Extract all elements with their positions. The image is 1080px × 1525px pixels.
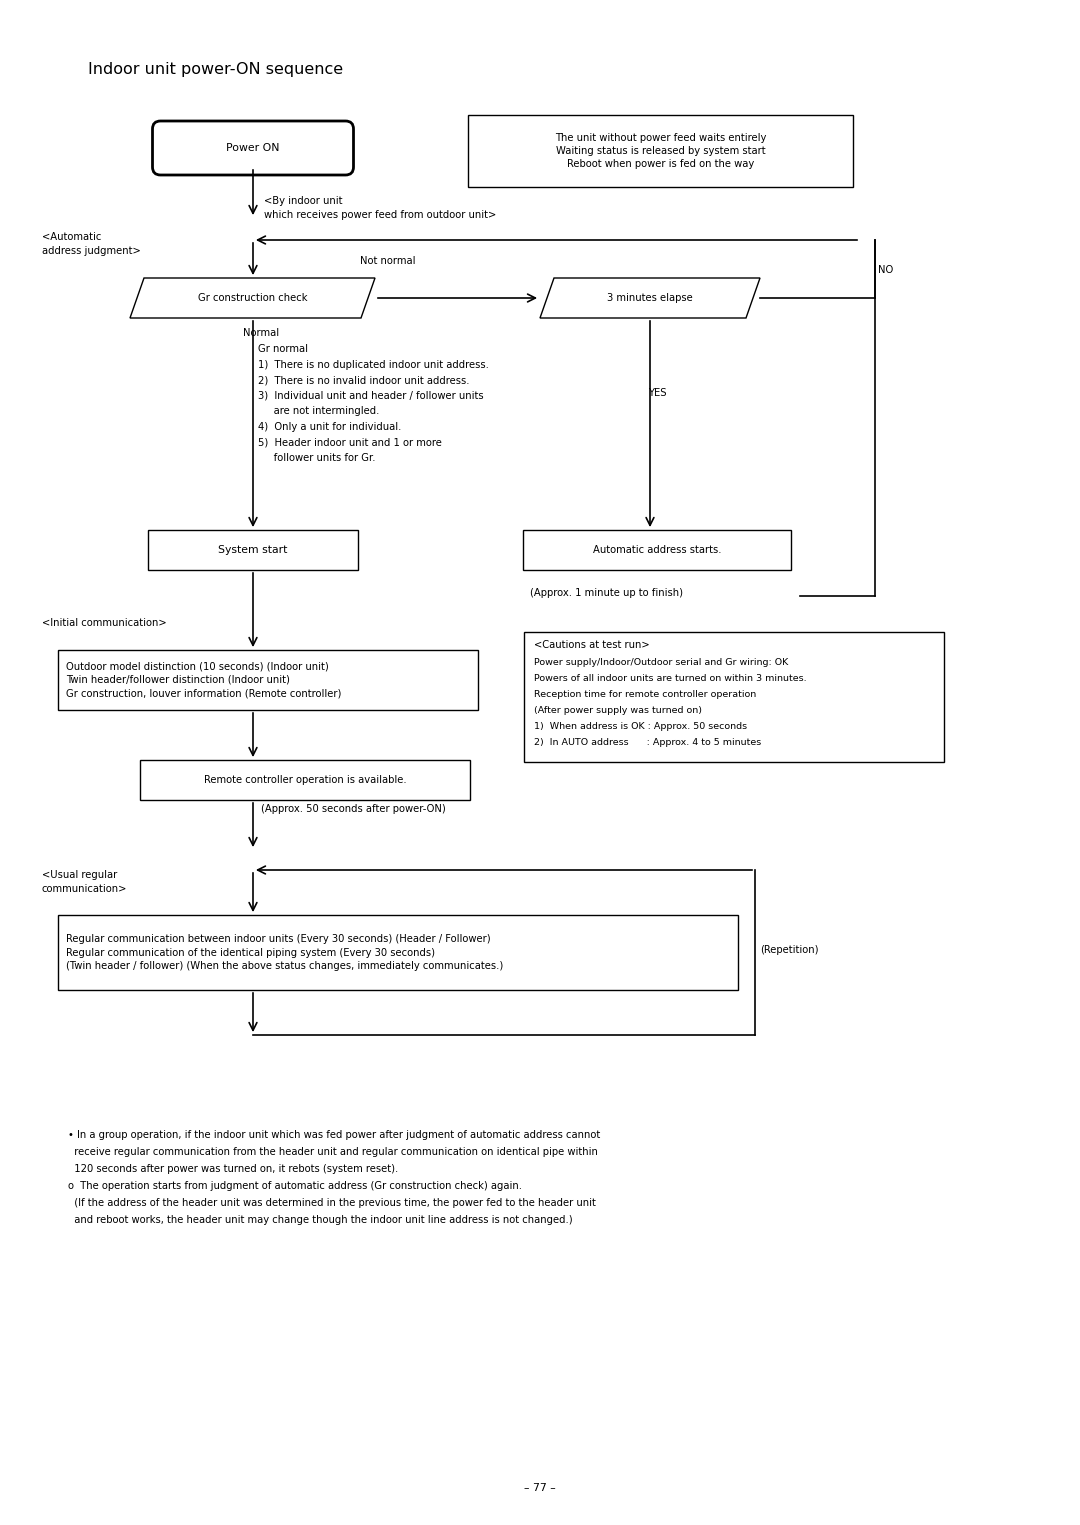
Bar	[58, 650, 478, 711]
Text: Power supply/Indoor/Outdoor serial and Gr wiring: OK: Power supply/Indoor/Outdoor serial and G…	[534, 657, 788, 666]
Text: (If the address of the header unit was determined in the previous time, the powe: (If the address of the header unit was d…	[68, 1199, 596, 1208]
Text: 2)  There is no invalid indoor unit address.: 2) There is no invalid indoor unit addre…	[258, 375, 470, 386]
Text: Powers of all indoor units are turned on within 3 minutes.: Powers of all indoor units are turned on…	[534, 674, 807, 683]
Text: 1)  When address is OK : Approx. 50 seconds: 1) When address is OK : Approx. 50 secon…	[534, 721, 747, 730]
Text: The unit without power feed waits entirely
Waiting status is released by system : The unit without power feed waits entire…	[555, 133, 766, 169]
Bar	[468, 114, 853, 188]
Text: 3)  Individual unit and header / follower units: 3) Individual unit and header / follower…	[258, 390, 484, 401]
Text: 1)  There is no duplicated indoor unit address.: 1) There is no duplicated indoor unit ad…	[258, 360, 489, 371]
Text: <Initial communication>: <Initial communication>	[42, 618, 166, 628]
Text: (Approx. 1 minute up to finish): (Approx. 1 minute up to finish)	[530, 589, 683, 598]
Bar	[148, 531, 357, 570]
Polygon shape	[540, 278, 760, 319]
Text: 2)  In AUTO address      : Approx. 4 to 5 minutes: 2) In AUTO address : Approx. 4 to 5 minu…	[534, 738, 761, 747]
FancyBboxPatch shape	[152, 120, 353, 175]
Text: Automatic address starts.: Automatic address starts.	[593, 544, 721, 555]
Text: follower units for Gr.: follower units for Gr.	[258, 453, 376, 464]
Bar	[58, 915, 738, 990]
Text: 4)  Only a unit for individual.: 4) Only a unit for individual.	[258, 422, 402, 432]
Text: <Usual regular
communication>: <Usual regular communication>	[42, 869, 127, 894]
Text: Not normal: Not normal	[360, 256, 416, 265]
Text: and reboot works, the header unit may change though the indoor unit line address: and reboot works, the header unit may ch…	[68, 1215, 572, 1225]
Text: – 77 –: – 77 –	[524, 1482, 556, 1493]
Text: (Approx. 50 seconds after power-ON): (Approx. 50 seconds after power-ON)	[261, 804, 446, 814]
Text: 5)  Header indoor unit and 1 or more: 5) Header indoor unit and 1 or more	[258, 438, 442, 447]
Text: are not intermingled.: are not intermingled.	[258, 407, 379, 416]
Bar	[524, 631, 944, 762]
Text: 3 minutes elapse: 3 minutes elapse	[607, 293, 693, 303]
Text: 120 seconds after power was turned on, it rebots (system reset).: 120 seconds after power was turned on, i…	[68, 1164, 399, 1174]
Text: Normal: Normal	[243, 328, 279, 339]
Text: (After power supply was turned on): (After power supply was turned on)	[534, 706, 702, 715]
Text: Power ON: Power ON	[226, 143, 280, 152]
Text: <By indoor unit
which receives power feed from outdoor unit>: <By indoor unit which receives power fee…	[264, 197, 496, 220]
Text: System start: System start	[218, 544, 287, 555]
Bar	[523, 531, 791, 570]
Text: Gr normal: Gr normal	[258, 345, 308, 354]
Text: NO: NO	[878, 265, 893, 274]
Text: • In a group operation, if the indoor unit which was fed power after judgment of: • In a group operation, if the indoor un…	[68, 1130, 600, 1141]
Text: Regular communication between indoor units (Every 30 seconds) (Header / Follower: Regular communication between indoor uni…	[66, 935, 503, 971]
Text: Indoor unit power-ON sequence: Indoor unit power-ON sequence	[87, 63, 343, 76]
Text: receive regular communication from the header unit and regular communication on : receive regular communication from the h…	[68, 1147, 598, 1157]
Polygon shape	[130, 278, 375, 319]
Text: Reception time for remote controller operation: Reception time for remote controller ope…	[534, 689, 756, 698]
Bar	[140, 759, 470, 801]
Text: <Cautions at test run>: <Cautions at test run>	[534, 640, 650, 650]
Text: (Repetition): (Repetition)	[760, 946, 819, 955]
Text: o  The operation starts from judgment of automatic address (Gr construction chec: o The operation starts from judgment of …	[68, 1180, 522, 1191]
Text: <Automatic
address judgment>: <Automatic address judgment>	[42, 232, 140, 256]
Text: Gr construction check: Gr construction check	[198, 293, 307, 303]
Text: Outdoor model distinction (10 seconds) (Indoor unit)
Twin header/follower distin: Outdoor model distinction (10 seconds) (…	[66, 662, 341, 698]
Text: YES: YES	[648, 387, 666, 398]
Text: Remote controller operation is available.: Remote controller operation is available…	[204, 775, 406, 785]
